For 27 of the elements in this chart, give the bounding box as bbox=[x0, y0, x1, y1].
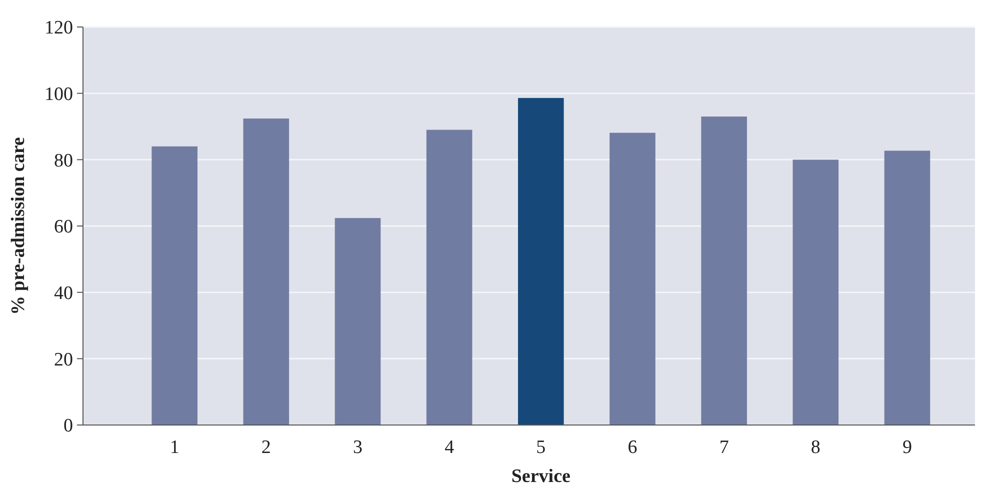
x-tick-label: 2 bbox=[261, 437, 271, 458]
y-tick-label: 100 bbox=[44, 84, 73, 105]
bar bbox=[884, 150, 930, 425]
x-tick-label: 4 bbox=[444, 437, 455, 458]
bar bbox=[701, 116, 747, 425]
y-tick-label: 40 bbox=[54, 282, 73, 304]
bar bbox=[243, 118, 290, 425]
x-tick-label: 1 bbox=[170, 437, 180, 458]
y-tick-label: 0 bbox=[64, 416, 73, 437]
x-tick-label: 5 bbox=[536, 437, 546, 458]
bar bbox=[518, 98, 564, 425]
bar bbox=[426, 130, 472, 425]
x-tick-label: 9 bbox=[902, 437, 912, 458]
bar bbox=[610, 132, 656, 425]
y-tick-label: 80 bbox=[54, 150, 73, 172]
bar bbox=[334, 218, 381, 425]
x-tick-label: 8 bbox=[810, 437, 820, 458]
y-tick-label: 120 bbox=[44, 18, 73, 39]
bar bbox=[152, 146, 198, 425]
x-tick-label: 6 bbox=[628, 437, 638, 458]
y-tick-label: 20 bbox=[54, 349, 73, 370]
y-tick-label: 60 bbox=[54, 216, 73, 238]
x-axis-title: Service bbox=[511, 466, 570, 487]
x-tick-label: 3 bbox=[352, 437, 362, 458]
y-axis-title: % pre-admission care bbox=[8, 137, 29, 315]
bar bbox=[792, 160, 839, 425]
x-tick-label: 7 bbox=[719, 437, 729, 458]
